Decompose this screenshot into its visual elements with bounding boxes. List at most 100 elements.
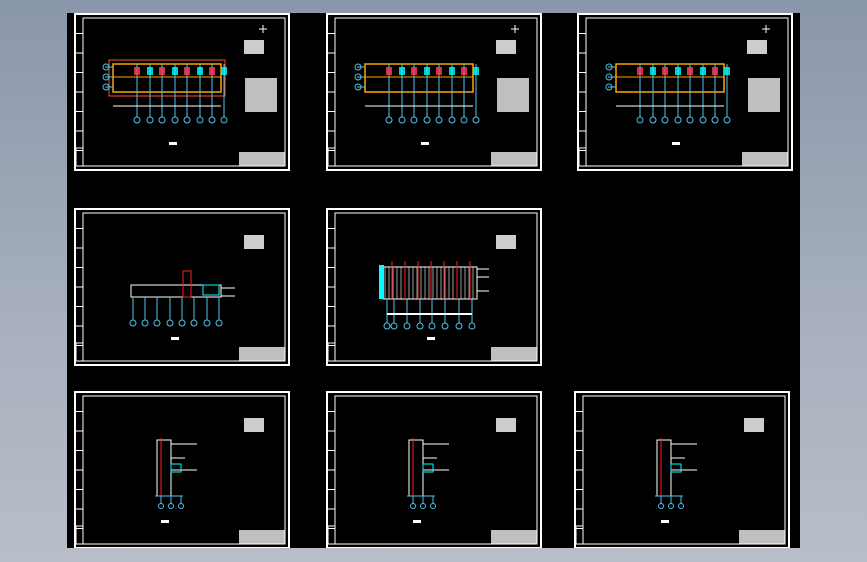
sheet-border [74, 208, 290, 366]
grid-bubble [460, 116, 468, 124]
title-block [739, 530, 785, 544]
room-fixture [424, 67, 430, 75]
room-fixture [209, 67, 215, 75]
canopy [170, 463, 182, 473]
drawing-sheet-section[interactable] [574, 391, 790, 548]
revision-table [327, 342, 336, 362]
section-outline [156, 439, 172, 497]
drawing-caption [413, 520, 421, 523]
room-fixture [650, 67, 656, 75]
design-notes [244, 235, 264, 249]
drawing-caption [171, 337, 179, 340]
drawing-sheet-section[interactable] [326, 391, 542, 548]
grid-bubble [133, 116, 141, 124]
room-fixture [724, 67, 730, 75]
grid-bubble [455, 322, 463, 330]
design-notes [244, 418, 264, 432]
title-block [491, 152, 537, 166]
grid-bubble [354, 63, 362, 71]
building-outline [112, 63, 222, 93]
grid-bubble [215, 319, 223, 327]
drawing-caption [421, 142, 429, 145]
grid-bubble [102, 83, 110, 91]
grid-bubble [190, 319, 198, 327]
grid-bubble [158, 116, 166, 124]
room-fixture [712, 67, 718, 75]
drawing-caption [661, 520, 669, 523]
drawing-caption [169, 142, 177, 145]
drawing-sheet-floor-plan[interactable] [326, 13, 542, 171]
title-block [491, 530, 537, 544]
canopy [422, 463, 434, 473]
grid-bubble [102, 73, 110, 81]
room-fixture [687, 67, 693, 75]
revision-table [75, 525, 84, 545]
revision-table [327, 525, 336, 545]
boundary [108, 59, 226, 97]
room-fixture [662, 67, 668, 75]
title-block [239, 152, 285, 166]
title-block [491, 347, 537, 361]
room-fixture [147, 67, 153, 75]
title-block [742, 152, 788, 166]
grid-bubble [354, 73, 362, 81]
grid-bubble [178, 319, 186, 327]
grid-bubble [178, 503, 184, 509]
grid-bubble [129, 319, 137, 327]
grid-bubble [661, 116, 669, 124]
room-fixture [172, 67, 178, 75]
room-fixture [637, 67, 643, 75]
grid-bubble [668, 503, 674, 509]
grid-bubble [390, 322, 398, 330]
revision-table [75, 147, 84, 167]
design-notes [744, 418, 764, 432]
room-fixture [461, 67, 467, 75]
grid-bubble [158, 503, 164, 509]
drawing-sheet-floor-plan[interactable] [74, 13, 290, 171]
grid-bubble [166, 319, 174, 327]
grid-bubble [385, 116, 393, 124]
revision-table [327, 147, 336, 167]
room-fixture [399, 67, 405, 75]
design-notes [496, 40, 516, 54]
revision-table [75, 342, 84, 362]
grid-bubble [383, 322, 391, 330]
room-fixture [436, 67, 442, 75]
grid-bubble [403, 322, 411, 330]
room-fixture [221, 67, 227, 75]
grid-bubble [416, 322, 424, 330]
grid-bubble [203, 319, 211, 327]
building-outline [364, 63, 474, 93]
door-window-schedule [497, 78, 529, 112]
grid-bubble [605, 63, 613, 71]
section-outline [408, 439, 424, 497]
drawing-sheet-roof-plan[interactable] [326, 208, 542, 366]
grid-bubble [398, 116, 406, 124]
grid-bubble [220, 116, 228, 124]
room-fixture [700, 67, 706, 75]
drawing-sheet-floor-plan[interactable] [577, 13, 793, 171]
stair-tower [182, 270, 192, 298]
design-notes [747, 40, 767, 54]
drawing-sheet-elevation[interactable] [74, 208, 290, 366]
grid-bubble [430, 503, 436, 509]
grid-bubble [448, 116, 456, 124]
title-block [239, 530, 285, 544]
grid-bubble [649, 116, 657, 124]
room-fixture [411, 67, 417, 75]
drawing-canvas[interactable] [67, 13, 800, 548]
gutter [379, 265, 384, 299]
room-fixture [134, 67, 140, 75]
grid-bubble [208, 116, 216, 124]
grid-bubble [153, 319, 161, 327]
grid-bubble [686, 116, 694, 124]
grid-bubble [605, 73, 613, 81]
grid-bubble [711, 116, 719, 124]
building-outline [615, 63, 725, 93]
grid-bubble [441, 322, 449, 330]
design-notes [496, 418, 516, 432]
room-fixture [675, 67, 681, 75]
grid-bubble [183, 116, 191, 124]
drawing-sheet-section[interactable] [74, 391, 290, 548]
grid-bubble [658, 503, 664, 509]
